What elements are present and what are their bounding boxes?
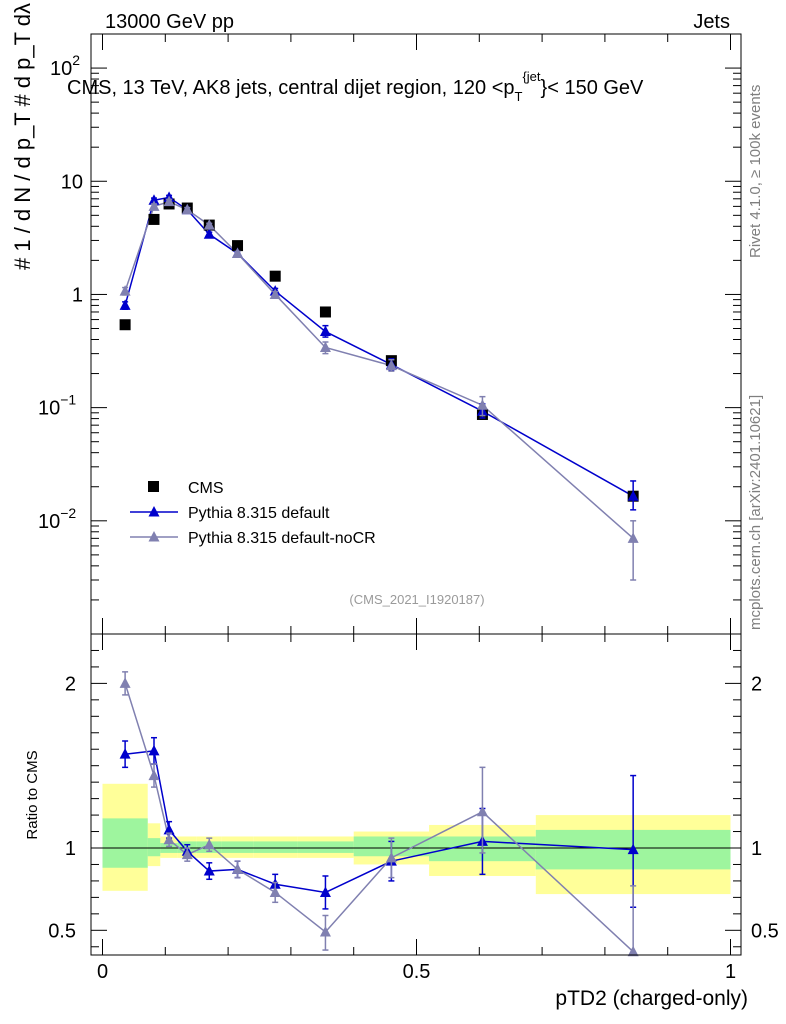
- header-left: 13000 GeV pp: [105, 11, 234, 33]
- pythia-nocr-point: [148, 200, 160, 211]
- ratio-nocr-point: [269, 886, 281, 897]
- legend-label: CMS: [188, 480, 224, 497]
- main-y-tick-label: 1: [72, 284, 83, 306]
- ratio-nocr-point: [627, 945, 639, 957]
- ratio-band-inner: [102, 818, 148, 868]
- main-title: CMS, 13 TeV, AK8 jets, central dijet reg…: [67, 69, 644, 104]
- pythia-nocr-point: [385, 359, 397, 371]
- pythia-default-point: [627, 490, 639, 501]
- pythia-nocr-point: [203, 219, 215, 230]
- ratio-y-tick-label: 1: [65, 838, 76, 860]
- ratio-nocr-point: [203, 838, 215, 850]
- ratio-default-point: [203, 865, 215, 876]
- ratio-y-tick-label-right: 2: [751, 673, 762, 695]
- ratio-nocr-point: [232, 863, 244, 874]
- main-y-tick-label: 102: [50, 52, 80, 80]
- ratio-y-tick-label: 2: [65, 673, 76, 695]
- pythia-nocr-point: [232, 247, 244, 259]
- ratio-default-point: [148, 744, 160, 756]
- x-axis-label: pTD2 (charged-only): [555, 987, 748, 1010]
- cms-data-point: [119, 319, 131, 331]
- pythia-nocr-point: [319, 341, 331, 352]
- ratio-nocr-point: [319, 925, 331, 937]
- pythia-nocr-point: [476, 399, 488, 410]
- ratio-band-inner: [253, 841, 298, 853]
- legend-label: Pythia 8.315 default-noCR: [188, 530, 376, 547]
- pythia-nocr-point: [269, 288, 281, 299]
- x-tick-label: 1: [725, 961, 736, 983]
- pythia-nocr-point: [627, 532, 639, 543]
- pythia-nocr-point: [163, 195, 175, 207]
- legend-marker: [148, 506, 160, 517]
- analysis-tag: (CMS_2021_I1920187): [349, 592, 484, 607]
- ratio-frame: [90, 633, 742, 956]
- main-y-axis-label: # 1 / d N / d p_T # d p_T dλ d²N: [10, 0, 35, 270]
- ratio-nocr-point: [148, 769, 160, 781]
- ratio-y-tick-label-right: 0.5: [751, 920, 779, 942]
- cms-data-point: [269, 270, 281, 282]
- ratio-nocr-point: [476, 805, 488, 817]
- ratio-nocr-point: [181, 848, 193, 860]
- main-panel: 102 10 1 10−1 10−2 CMS, 13 TeV, AK8 jets, ce…: [10, 0, 742, 635]
- legend-marker: [148, 531, 160, 542]
- cms-data-point: [148, 213, 160, 225]
- main-y-axis-label-text: # 1 / d N / d p_T # d p_T dλ d²N: [10, 0, 35, 270]
- pythia-nocr-point: [119, 285, 131, 296]
- pythia-default-point: [119, 299, 131, 310]
- header-right: Jets: [693, 11, 730, 33]
- x-tick-label: 0: [97, 961, 108, 983]
- ratio-band-inner: [297, 841, 354, 853]
- mcplots-label: mcplots.cern.ch [arXiv:2401.10621]: [747, 394, 764, 630]
- ratio-band-inner: [147, 838, 161, 857]
- ratio-nocr-point: [385, 851, 397, 863]
- pythia-nocr-point: [181, 203, 193, 215]
- rivet-version-label: Rivet 4.1.0, ≥ 100k events: [747, 84, 764, 258]
- legend: CMS Pythia 8.315 default Pythia 8.315 defa…: [130, 480, 376, 547]
- main-y-tick-label: 10−2: [38, 505, 76, 533]
- pythia-default-point: [148, 194, 160, 205]
- ratio-default-point: [627, 843, 639, 855]
- main-series-line: [124, 196, 634, 497]
- ratio-y-tick-label-right: 1: [751, 838, 762, 860]
- ratio-default-point: [119, 748, 131, 759]
- ratio-nocr-point: [163, 833, 175, 845]
- main-y-tick-label: 10−1: [38, 392, 76, 420]
- cms-data-point: [319, 306, 331, 318]
- ratio-band-inner: [221, 841, 254, 853]
- ratio-y-tick-label: 0.5: [48, 920, 76, 942]
- pythia-default-point: [319, 325, 331, 337]
- ratio-nocr-point: [119, 677, 131, 688]
- ratio-y-axis-label: Ratio to CMS: [24, 750, 41, 839]
- main-y-tick-label: 10: [61, 171, 83, 193]
- ratio-default-point: [319, 886, 331, 897]
- legend-marker-cms: [148, 481, 159, 492]
- x-tick-label: 0.5: [403, 961, 431, 983]
- legend-label: Pythia 8.315 default: [188, 505, 330, 522]
- ratio-panel: 0.5 0.5 1 1 2 2 0 0.5 1 Ratio to CMS pTD2 (charg…: [24, 633, 779, 1010]
- ratio-default-point: [163, 823, 175, 835]
- cms-data-point: [232, 240, 244, 252]
- pythia-default-point: [203, 228, 215, 239]
